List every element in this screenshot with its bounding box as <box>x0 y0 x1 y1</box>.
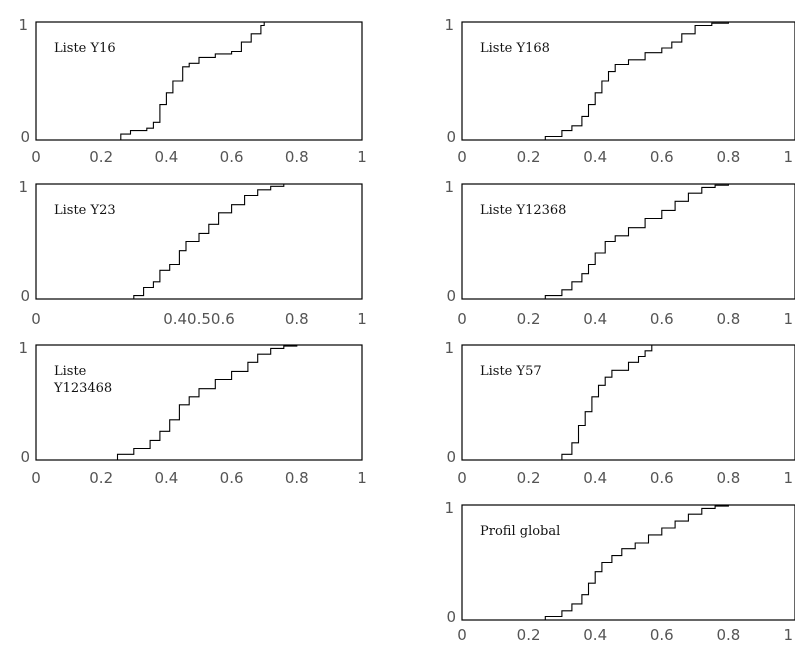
x-tick-label: 0.2 <box>89 148 113 166</box>
cdf-step-line <box>528 504 795 621</box>
x-tick-label: 0.4 <box>154 148 178 166</box>
x-tick-label: 0.6 <box>220 148 244 166</box>
x-tick-label: 0 <box>31 310 41 328</box>
y-tick-label: 1 <box>444 178 454 196</box>
cdf-panel-6: 1 00 0.2 0.4 0.6 0.8 1 Liste Y57 <box>444 339 795 487</box>
x-tick-label: 0.8 <box>716 626 740 644</box>
panel-annotation: Profil global <box>480 524 560 539</box>
x-tick-label: 0 <box>457 626 467 644</box>
cdf-step-line <box>535 344 795 461</box>
panel-annotation: Liste Y57 <box>480 364 542 379</box>
plot-frame <box>35 344 363 461</box>
plot-frame <box>35 21 363 141</box>
y-tick-label: 1 <box>18 16 28 34</box>
x-tick-label: 0.8 <box>285 469 309 487</box>
x-tick-label: 1 <box>783 310 793 328</box>
plot-frame <box>461 183 795 300</box>
y-tick-label: 1 <box>18 339 28 357</box>
cdf-panel-5: 1 00 0.2 0.4 0.6 0.8 1 Liste Y123468 <box>18 339 366 487</box>
cdf-panel-2: 1 00 0.2 0.4 0.6 0.8 1 Liste Y168 <box>444 16 795 166</box>
x-tick-label: 1 <box>783 469 793 487</box>
x-tick-label: 0.6 <box>650 148 674 166</box>
cdf-panel-7: 1 00 0.2 0.4 0.6 0.8 1 Profil global <box>444 499 795 644</box>
x-tick-label: 0.2 <box>517 148 541 166</box>
cdf-step-line <box>101 344 362 461</box>
x-tick-label: 0.8 <box>285 310 309 328</box>
panel-annotation: Liste Y23 <box>54 203 116 218</box>
cdf-step-line <box>124 183 362 300</box>
panel-annotation: Liste <box>54 364 87 379</box>
x-tick-label: 1 <box>357 469 367 487</box>
cdf-panel-3: 1 00 0.40.50.6 0.8 1 Liste Y23 <box>18 178 366 328</box>
cdf-step-line <box>101 21 362 141</box>
cdf-step-line <box>528 183 795 300</box>
y-tick-label: 0 <box>446 448 456 466</box>
y-tick-label: 1 <box>18 178 28 196</box>
x-tick-label: 1 <box>783 626 793 644</box>
x-tick-label: 0.8 <box>716 310 740 328</box>
y-tick-label: 1 <box>444 339 454 357</box>
x-tick-label: 0.2 <box>89 469 113 487</box>
x-tick-label: 0.4 <box>583 626 607 644</box>
y-tick-label: 0 <box>446 287 456 305</box>
x-tick-label: 0 <box>457 469 467 487</box>
y-tick-label: 1 <box>444 16 454 34</box>
x-tick-label: 0.6 <box>650 626 674 644</box>
x-tick-label: 0.4 <box>583 310 607 328</box>
y-tick-label: 1 <box>444 499 454 517</box>
y-tick-label: 0 <box>20 448 30 466</box>
x-tick-label: 0.8 <box>716 469 740 487</box>
x-tick-label: 0.6 <box>650 469 674 487</box>
x-tick-label: 0.2 <box>517 626 541 644</box>
x-tick-label: 1 <box>357 148 367 166</box>
x-tick-label: 0 <box>31 469 41 487</box>
x-tick-label: 0.6 <box>650 310 674 328</box>
cdf-panel-1: 1 00 0.2 0.4 0.6 0.8 1 Liste Y16 <box>18 16 366 166</box>
x-tick-label: 0 <box>31 148 41 166</box>
plot-frame <box>461 21 795 141</box>
x-tick-label: 0.6 <box>220 469 244 487</box>
x-tick-label: 0.4 <box>583 469 607 487</box>
plot-frame <box>461 344 795 461</box>
panel-annotation: Y123468 <box>53 381 112 396</box>
x-tick-label: 0.2 <box>517 469 541 487</box>
x-tick-label: 1 <box>357 310 367 328</box>
plot-frame <box>461 504 795 621</box>
panel-annotation: Liste Y168 <box>480 41 550 56</box>
panel-annotation: Liste Y16 <box>54 41 116 56</box>
y-tick-label: 0 <box>446 128 456 146</box>
x-tick-label: 0.2 <box>517 310 541 328</box>
y-tick-label: 0 <box>20 128 30 146</box>
x-tick-label: 0 <box>457 310 467 328</box>
x-tick-label: 0.40.50.6 <box>163 310 235 328</box>
panel-annotation: Liste Y12368 <box>480 203 566 218</box>
y-tick-label: 0 <box>20 287 30 305</box>
x-tick-label: 0.4 <box>154 469 178 487</box>
x-tick-label: 0.4 <box>583 148 607 166</box>
cdf-step-line <box>528 21 795 141</box>
x-tick-label: 1 <box>783 148 793 166</box>
x-tick-label: 0.8 <box>716 148 740 166</box>
cdf-panel-4: 1 00 0.2 0.4 0.6 0.8 1 Liste Y12368 <box>444 178 795 328</box>
x-tick-label: 0 <box>457 148 467 166</box>
y-tick-label: 0 <box>446 608 456 626</box>
x-tick-label: 0.8 <box>285 148 309 166</box>
